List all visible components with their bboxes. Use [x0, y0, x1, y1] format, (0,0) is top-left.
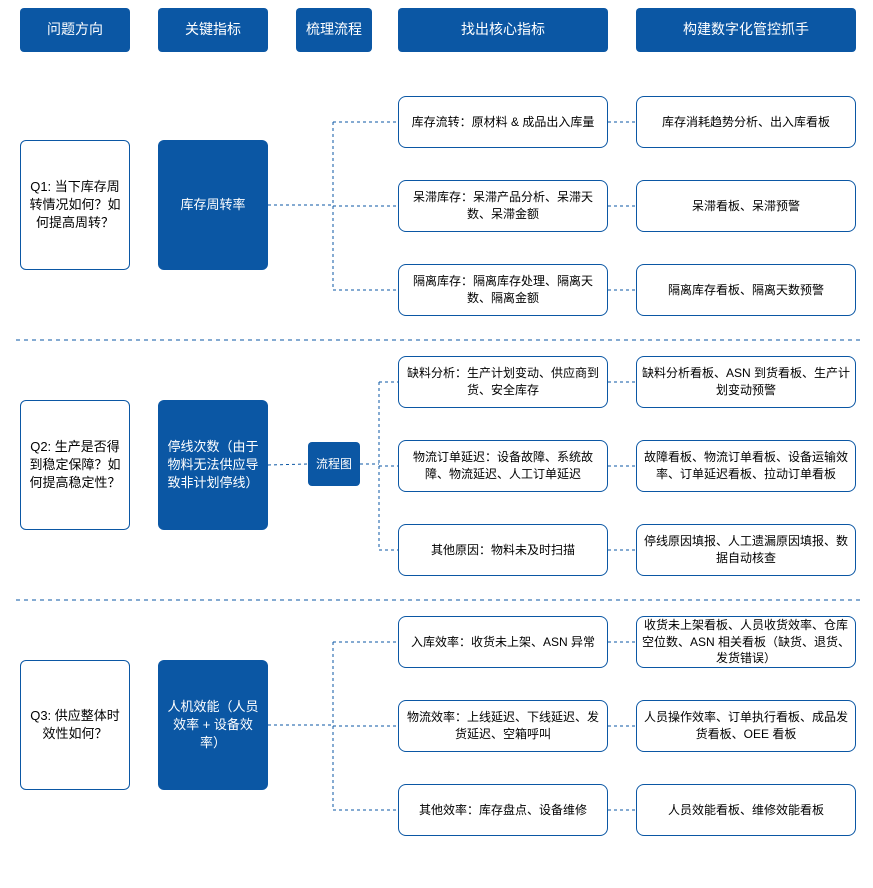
- h1: 问题方向: [20, 8, 130, 52]
- g2-flow: 流程图: [308, 442, 360, 486]
- g3-core-1: 物流效率：上线延迟、下线延迟、发货延迟、空箱呼叫: [398, 700, 608, 752]
- g1-indicator: 库存周转率: [158, 140, 268, 270]
- g3-action-1: 人员操作效率、订单执行看板、成品发货看板、OEE 看板: [636, 700, 856, 752]
- g2-question: Q2: 生产是否得到稳定保障？如何提高稳定性？: [20, 400, 130, 530]
- g3-core-2: 其他效率：库存盘点、设备维修: [398, 784, 608, 836]
- g1-core-1: 呆滞库存：呆滞产品分析、呆滞天数、呆滞金额: [398, 180, 608, 232]
- h3: 梳理流程: [296, 8, 372, 52]
- g1-action-0: 库存消耗趋势分析、出入库看板: [636, 96, 856, 148]
- g2-action-0: 缺料分析看板、ASN 到货看板、生产计划变动预警: [636, 356, 856, 408]
- g1-question: Q1: 当下库存周转情况如何？如何提高周转？: [20, 140, 130, 270]
- g2-core-1: 物流订单延迟：设备故障、系统故障、物流延迟、人工订单延迟: [398, 440, 608, 492]
- g2-action-2: 停线原因填报、人工遗漏原因填报、数据自动核查: [636, 524, 856, 576]
- g3-core-0: 入库效率：收货未上架、ASN 异常: [398, 616, 608, 668]
- g3-action-0: 收货未上架看板、人员收货效率、仓库空位数、ASN 相关看板（缺货、退货、发货错误…: [636, 616, 856, 668]
- diagram-canvas: 问题方向关键指标梳理流程找出核心指标构建数字化管控抓手 Q1: 当下库存周转情况如…: [0, 0, 873, 888]
- h2: 关键指标: [158, 8, 268, 52]
- g2-core-2: 其他原因：物料未及时扫描: [398, 524, 608, 576]
- g2-core-0: 缺料分析：生产计划变动、供应商到货、安全库存: [398, 356, 608, 408]
- g1-action-1: 呆滞看板、呆滞预警: [636, 180, 856, 232]
- g2-action-1: 故障看板、物流订单看板、设备运输效率、订单延迟看板、拉动订单看板: [636, 440, 856, 492]
- g3-action-2: 人员效能看板、维修效能看板: [636, 784, 856, 836]
- h5: 构建数字化管控抓手: [636, 8, 856, 52]
- g1-core-0: 库存流转：原材料 & 成品出入库量: [398, 96, 608, 148]
- g2-indicator: 停线次数（由于物料无法供应导致非计划停线）: [158, 400, 268, 530]
- g3-indicator: 人机效能（人员效率 + 设备效率）: [158, 660, 268, 790]
- g3-question: Q3: 供应整体时效性如何？: [20, 660, 130, 790]
- g1-core-2: 隔离库存：隔离库存处理、隔离天数、隔离金额: [398, 264, 608, 316]
- h4: 找出核心指标: [398, 8, 608, 52]
- g1-action-2: 隔离库存看板、隔离天数预警: [636, 264, 856, 316]
